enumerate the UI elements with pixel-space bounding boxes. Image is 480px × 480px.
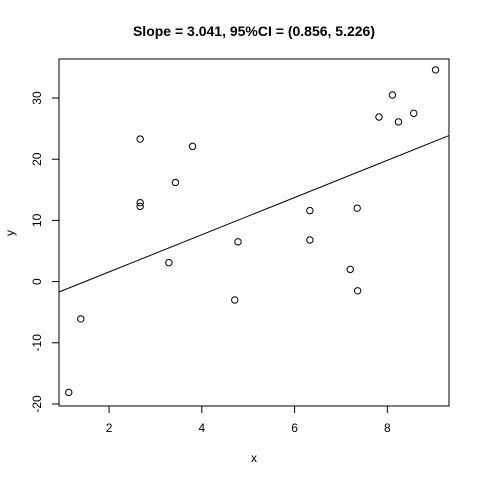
- data-point: [306, 206, 314, 215]
- y-axis: -20 -10 0 10 20 30: [30, 91, 60, 413]
- data-point: [136, 198, 144, 207]
- data-point: [353, 287, 362, 295]
- data-point: [234, 238, 242, 246]
- data-point: [431, 66, 440, 74]
- data-point: [394, 118, 403, 126]
- data-point: [410, 109, 418, 118]
- x-axis-label: x: [251, 451, 257, 465]
- y-tick-label: 0: [30, 278, 44, 285]
- fit-line: [58, 135, 450, 293]
- data-point: [388, 91, 397, 99]
- data-point: [306, 236, 314, 244]
- y-axis-label: y: [3, 230, 17, 236]
- data-point: [171, 178, 180, 187]
- data-point: [165, 258, 173, 267]
- y-tick-label: 30: [30, 91, 44, 105]
- x-tick-label: 6: [291, 421, 298, 435]
- data-point: [77, 315, 85, 323]
- x-tick-label: 8: [384, 421, 391, 435]
- data-point: [375, 113, 383, 121]
- regression-line: [58, 135, 450, 293]
- data-point: [188, 142, 197, 151]
- data-point: [136, 202, 144, 211]
- data-point: [231, 296, 239, 304]
- data-point: [65, 388, 73, 397]
- data-points: [65, 66, 440, 397]
- x-tick-label: 2: [106, 421, 113, 435]
- data-point: [136, 135, 144, 143]
- x-axis: 2 4 6 8: [106, 405, 391, 435]
- plot-frame: [58, 58, 450, 407]
- data-point: [353, 204, 361, 212]
- data-point: [346, 265, 354, 274]
- x-tick-label: 4: [198, 421, 205, 435]
- y-tick-label: -20: [30, 395, 44, 413]
- y-tick-label: 20: [30, 152, 44, 166]
- chart-title: Slope = 3.041, 95%CI = (0.856, 5.226): [133, 23, 375, 39]
- y-tick-label: 10: [30, 213, 44, 227]
- y-tick-label: -10: [30, 334, 44, 352]
